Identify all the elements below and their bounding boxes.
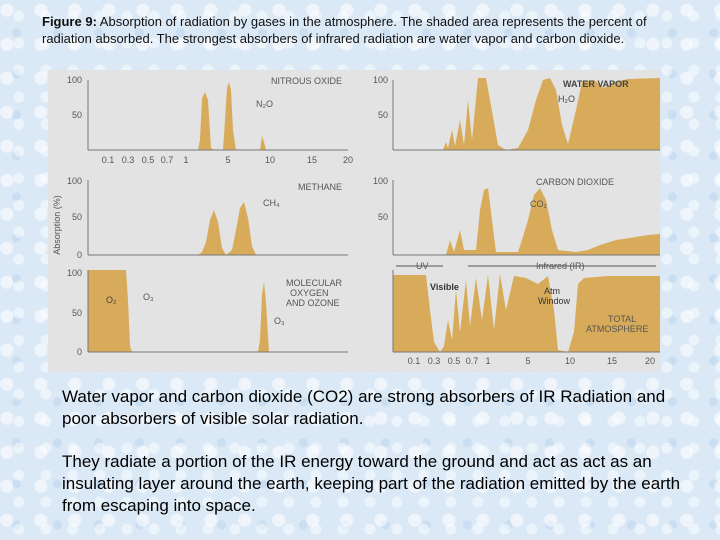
- x-axis-ticks-a: 0.1 0.3 0.5 0.7 1 5 10 15 20: [102, 155, 353, 165]
- o2-o3-absorption-area: [88, 270, 348, 352]
- oxygen-title-3: AND OZONE: [286, 298, 340, 308]
- ch4-absorption-area: [88, 202, 348, 255]
- figure-caption: Figure 9: Absorption of radiation by gas…: [42, 13, 682, 47]
- h2o-title: WATER VAPOR: [563, 79, 629, 89]
- oxygen-title-1: MOLECULAR: [286, 278, 343, 288]
- total-absorption-area: [393, 274, 660, 352]
- tick-100-b: 100: [373, 75, 388, 85]
- tick-0-c: 0: [77, 250, 82, 260]
- xtick-b-2: 0.5: [448, 356, 461, 366]
- co2-absorption-area: [393, 188, 660, 255]
- tick-100-e: 100: [67, 268, 82, 278]
- total-title-1: TOTAL: [608, 314, 636, 324]
- xtick-b-5: 5: [525, 356, 530, 366]
- panel-methane: 100 50 0 METHANE CH₄: [67, 176, 348, 260]
- visible-label: Visible: [430, 282, 459, 292]
- panel-water-vapor: 100 50 WATER VAPOR H₂O: [373, 75, 660, 151]
- xtick-3: 0.7: [161, 155, 174, 165]
- o3-label: O₃: [143, 292, 154, 302]
- x-axis-ticks-b: 0.1 0.3 0.5 0.7 1 5 10 15 20: [408, 356, 655, 366]
- xtick-b-8: 20: [645, 356, 655, 366]
- panel-nitrous-oxide: 100 50 NITROUS OXIDE N₂O 0.1 0.3 0.5 0.7…: [67, 75, 353, 165]
- caption-label: Figure 9:: [42, 14, 97, 29]
- atm-window-1: Atm: [544, 286, 560, 296]
- atm-window-2: Window: [538, 296, 571, 306]
- xtick-2: 0.5: [142, 155, 155, 165]
- n2o-title: NITROUS OXIDE: [271, 76, 342, 86]
- tick-100-d: 100: [373, 176, 388, 186]
- tick-100-c: 100: [67, 176, 82, 186]
- figure-background: [48, 70, 660, 372]
- panel-carbon-dioxide: 100 50 CARBON DIOXIDE CO₂: [373, 176, 660, 256]
- xtick-4: 1: [183, 155, 188, 165]
- ch4-formula: CH₄: [263, 198, 280, 208]
- panel-oxygen-ozone: 100 50 0 O₂ O₃ O₃ MOLECULAR OXYGEN AND O…: [67, 268, 348, 357]
- h2o-absorption-area: [393, 78, 660, 150]
- y-axis-label: Absorption (%): [52, 195, 62, 255]
- panel-total-atmosphere: UV Infrared (IR) Visible Atm Window TOTA…: [392, 261, 660, 366]
- o2-label: O₂: [106, 295, 117, 305]
- xtick-b-6: 10: [565, 356, 575, 366]
- tick-50-a: 50: [72, 110, 82, 120]
- oxygen-title-2: OXYGEN: [290, 288, 329, 298]
- paragraph-absorbers: Water vapor and carbon dioxide (CO2) are…: [62, 387, 666, 428]
- xtick-0: 0.1: [102, 155, 115, 165]
- uv-label: UV: [416, 261, 429, 271]
- xtick-6: 10: [265, 155, 275, 165]
- xtick-8: 20: [343, 155, 353, 165]
- tick-50-c: 50: [72, 212, 82, 222]
- xtick-b-7: 15: [607, 356, 617, 366]
- xtick-1: 0.3: [122, 155, 135, 165]
- tick-0-e: 0: [77, 347, 82, 357]
- co2-formula: CO₂: [530, 199, 548, 209]
- tick-100-a: 100: [67, 75, 82, 85]
- tick-50-d: 50: [378, 212, 388, 222]
- xtick-b-4: 1: [485, 356, 490, 366]
- n2o-formula: N₂O: [256, 99, 273, 109]
- co2-title: CARBON DIOXIDE: [536, 177, 614, 187]
- ch4-title: METHANE: [298, 182, 342, 192]
- h2o-formula: H₂O: [558, 94, 575, 104]
- xtick-7: 15: [307, 155, 317, 165]
- absorption-figure: Absorption (%) 100 50 NITROUS OXIDE N₂O …: [48, 70, 660, 372]
- caption-text: Absorption of radiation by gases in the …: [42, 14, 647, 46]
- total-title-2: ATMOSPHERE: [586, 324, 648, 334]
- o3-label-b: O₃: [274, 316, 285, 326]
- xtick-b-0: 0.1: [408, 356, 421, 366]
- infrared-label: Infrared (IR): [536, 261, 585, 271]
- tick-50-e: 50: [72, 308, 82, 318]
- paragraph-insulating: They radiate a portion of the IR energy …: [62, 452, 681, 515]
- xtick-b-3: 0.7: [466, 356, 479, 366]
- xtick-5: 5: [225, 155, 230, 165]
- xtick-b-1: 0.3: [428, 356, 441, 366]
- tick-50-b: 50: [378, 110, 388, 120]
